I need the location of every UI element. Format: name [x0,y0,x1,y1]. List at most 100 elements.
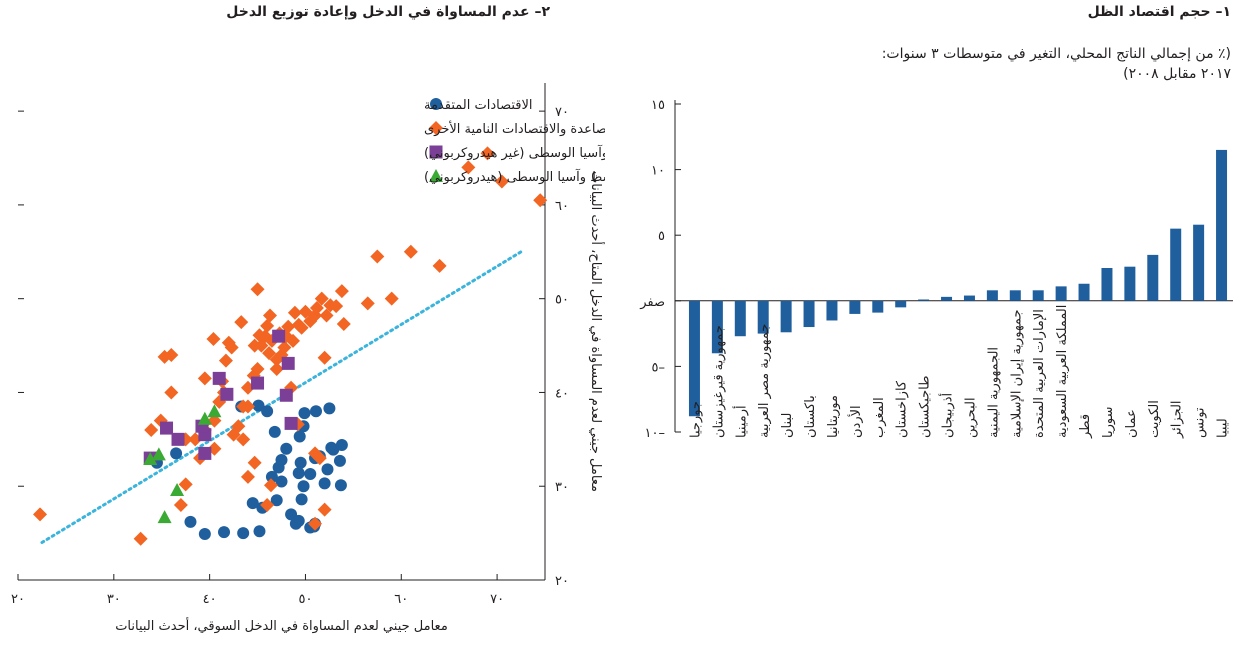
scatter-point [275,475,288,488]
x-category-label: جمهورية مصر العربية [757,324,772,438]
x-category-label: الجمهورية اليمنية [986,347,1001,438]
trend-line [40,250,523,544]
scatter-point [403,244,418,259]
scatter-point [287,305,302,320]
scatter-point [218,526,231,539]
scatter-point [253,525,266,538]
scatter-point [329,299,344,314]
bar [711,300,723,354]
scatter-point [292,467,305,480]
scatter-point [268,425,281,438]
scatter-point [236,432,251,447]
scatter-point [312,451,327,466]
y-tick-label: ١٥ [651,98,665,113]
bar [734,300,746,337]
y-tick-label: ٥– [652,360,665,375]
bar [1032,290,1044,301]
scatter-point [246,497,259,510]
bar [1147,254,1159,301]
scatter-point [284,416,298,430]
x-category-label: باكستان [803,395,818,438]
scatter-point [334,479,347,492]
bar [918,299,930,301]
panel1-subtitle-line2: ٢٠١٧ مقابل ٢٠٠٨) [1123,66,1231,82]
scatter-point [251,376,265,390]
legend-marker [429,145,443,159]
x-category-label: الأردن [847,405,864,438]
scatter-point [321,463,334,476]
scatter-point [133,531,148,546]
legend-marker [429,121,443,135]
scatter-point [178,477,193,492]
bar [1055,286,1067,301]
scatter-point [480,146,495,161]
scatter-point [247,338,262,353]
bar [1216,149,1228,301]
x-tick-label: ٢٠ [11,592,25,607]
scatter-point [234,315,249,330]
x-axis-title: معامل جيني لعدم المساواة في الدخل السوقي… [115,617,448,634]
scatter-point [304,468,317,481]
scatter-point [317,350,332,365]
scatter-point [247,455,262,470]
scatter-point [252,328,267,343]
scatter-point [197,371,212,386]
scatter-point [494,174,509,189]
y-axis-title: معامل جيني لعدم المساواة في الدخل المتاح… [588,171,605,492]
scatter-point [294,320,309,335]
scatter-point [246,368,261,383]
scatter-point [237,527,250,540]
scatter-point [275,453,288,466]
scatter-point [143,452,158,466]
y-tick-label: ٣٠ [555,480,569,495]
legend-label: الشرق الأوسط وآسيا الوسطى (غير هيدروكربو… [424,144,605,161]
bar-chart: ١٠– ٥– صفر ٥ ١٠ ١٥ جورجيا جمهورية قيرغيزستان أرم… [639,98,1233,441]
scatter-point [170,447,183,460]
scatter-point [151,447,166,461]
x-category-label: الإمارات العربية المتحدة [1032,309,1047,438]
scatter-point [432,258,447,273]
bar [826,300,838,321]
scatter-point [360,296,375,311]
scatter-point [250,282,265,297]
scatter-point [250,362,265,377]
bar [757,300,769,334]
x-category-label: ليبيا [1216,418,1231,438]
bar [1170,228,1182,301]
scatter-point [198,446,212,460]
scatter-point [212,371,226,385]
x-category-label: سوريا [1101,407,1116,438]
bar [895,300,907,308]
y-tick-label: ١٠ [651,164,665,179]
x-category-label: عمان [1124,409,1139,438]
scatter-point [240,399,255,414]
scatter-point [317,502,332,517]
scatter-point [333,454,346,467]
scatter-point [335,438,348,451]
bar [803,300,815,328]
bar [780,300,792,333]
bar [1078,283,1090,301]
scatter-point [160,421,174,435]
x-category-label: المغرب [872,397,887,438]
scatter-point [157,510,172,524]
legend-label: الاقتصادات المتقدمة [424,98,533,113]
x-category-label: المملكة العربية السعودية [1055,305,1070,438]
scatter-point [277,340,292,355]
scatter-point [265,470,278,483]
x-tick-label: ٦٠ [394,592,408,607]
bar [872,300,884,313]
x-category-label: جورجيا [688,401,703,438]
y-tick-label: ٥٠ [555,293,569,308]
x-category-label: طاجيكستان [918,376,933,438]
scatter-point [198,528,211,541]
scatter-point [170,482,185,496]
scatter-point [533,193,548,208]
x-category-label: لبنان [780,413,795,438]
x-category-label: تونس [1193,407,1208,438]
scatter-point [308,516,323,531]
scatter-point [263,478,278,493]
bar [688,300,700,417]
x-category-label: موريتانيا [826,395,841,438]
